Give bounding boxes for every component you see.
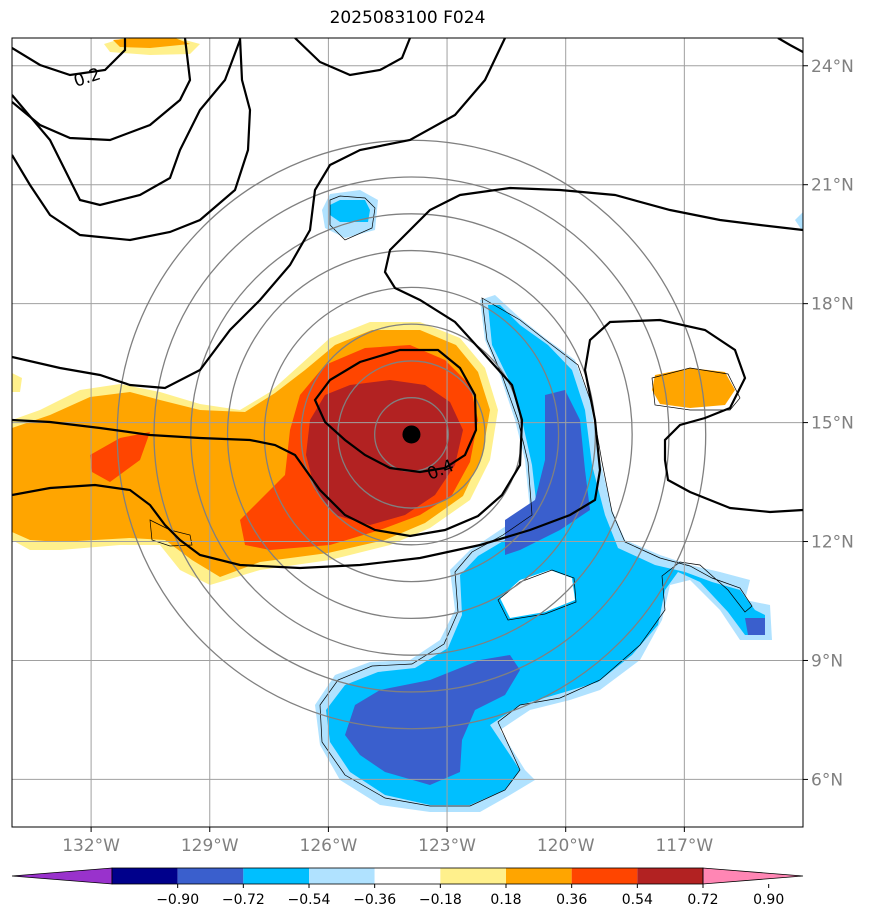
lat-tick-label: 24°N bbox=[811, 57, 854, 77]
colorbar-frame bbox=[111, 867, 704, 885]
contour-line bbox=[12, 38, 252, 242]
fill-royal-blue bbox=[345, 655, 520, 785]
contour-line bbox=[12, 38, 127, 77]
colorbar-tick-label: −0.18 bbox=[419, 892, 462, 908]
colorbar-tick-label: −0.36 bbox=[353, 892, 396, 908]
lat-tick-label: 9°N bbox=[811, 651, 843, 671]
contour-line bbox=[12, 186, 803, 538]
positive-fill-layer bbox=[12, 38, 735, 585]
lat-tick-label: 18°N bbox=[811, 295, 854, 315]
colorbar-extend-left bbox=[11, 867, 113, 885]
colorbar-segment bbox=[571, 868, 638, 884]
colorbar-tick-label: 0.72 bbox=[687, 892, 718, 908]
chart-title: 2025083100 F024 bbox=[329, 8, 486, 28]
lon-tick-label: 120°W bbox=[537, 836, 595, 856]
lon-tick-label: 126°W bbox=[300, 836, 358, 856]
fill-red-orange bbox=[90, 432, 150, 482]
colorbar-tick-label: −0.90 bbox=[156, 892, 199, 908]
colorbar-segment bbox=[440, 868, 506, 884]
colorbar-segment bbox=[309, 868, 375, 884]
graticule bbox=[12, 38, 803, 827]
longitude-labels: 132°W 129°W 126°W 123°W 120°W 117°W bbox=[62, 827, 713, 856]
contour-line bbox=[12, 39, 242, 207]
range-rings bbox=[116, 139, 707, 730]
contour-lines bbox=[12, 38, 803, 570]
fill-orange bbox=[652, 368, 735, 408]
lat-tick-label: 21°N bbox=[811, 176, 854, 196]
colorbar-segment bbox=[177, 868, 244, 884]
storm-center-marker bbox=[402, 425, 421, 444]
fill-orange bbox=[113, 38, 190, 48]
fill-light-yellow bbox=[12, 373, 22, 392]
colorbar-segment bbox=[112, 868, 178, 884]
colorbar-tick-label: −0.54 bbox=[288, 892, 331, 908]
lat-tick-label: 12°N bbox=[811, 533, 854, 553]
range-ring bbox=[263, 286, 560, 583]
contour-line bbox=[12, 318, 803, 570]
fill-white-hole bbox=[500, 570, 575, 618]
lat-tick-label: 6°N bbox=[811, 770, 843, 790]
lat-tick-label: 15°N bbox=[811, 414, 854, 434]
lon-tick-label: 117°W bbox=[655, 836, 713, 856]
fill-royal-blue bbox=[505, 390, 590, 555]
colorbar-tick-label: 0.90 bbox=[753, 892, 784, 908]
fill-light-blue bbox=[795, 212, 803, 232]
map-frame bbox=[11, 37, 804, 828]
colorbar-segment bbox=[374, 868, 441, 884]
contour-line bbox=[313, 348, 478, 474]
colorbar: −0.90 −0.72 −0.54 −0.36 −0.18 0.18 0.36 0.54 0.7… bbox=[11, 867, 804, 908]
fill-deep-sky-blue bbox=[330, 200, 370, 222]
latitude-labels: 24°N 21°N 18°N 15°N 12°N 9°N 6°N bbox=[803, 57, 854, 790]
colorbar-tick-label: 0.18 bbox=[490, 892, 521, 908]
lon-tick-label: 132°W bbox=[62, 836, 120, 856]
colorbar-extend-right bbox=[702, 867, 804, 885]
contour-line bbox=[12, 38, 506, 390]
fill-outline-layer bbox=[149, 195, 753, 807]
negative-fill-layer bbox=[315, 190, 803, 812]
range-ring bbox=[190, 213, 633, 656]
fill-royal-blue bbox=[745, 618, 765, 635]
contour-line bbox=[294, 38, 412, 77]
lon-tick-label: 123°W bbox=[418, 836, 476, 856]
map-area: 0.2 0.4 bbox=[12, 38, 803, 827]
lon-tick-label: 129°W bbox=[181, 836, 239, 856]
colorbar-tick-label: 0.54 bbox=[622, 892, 653, 908]
colorbar-segment bbox=[506, 868, 572, 884]
contour-label: 0.2 bbox=[71, 64, 103, 91]
colorbar-tick-label: −0.72 bbox=[222, 892, 265, 908]
colorbar-segment bbox=[637, 868, 703, 884]
fill-dark-red bbox=[306, 380, 463, 525]
contour-line bbox=[777, 38, 803, 53]
contour-line bbox=[12, 38, 192, 142]
colorbar-segment bbox=[243, 868, 309, 884]
colorbar-tick-label: 0.36 bbox=[556, 892, 587, 908]
